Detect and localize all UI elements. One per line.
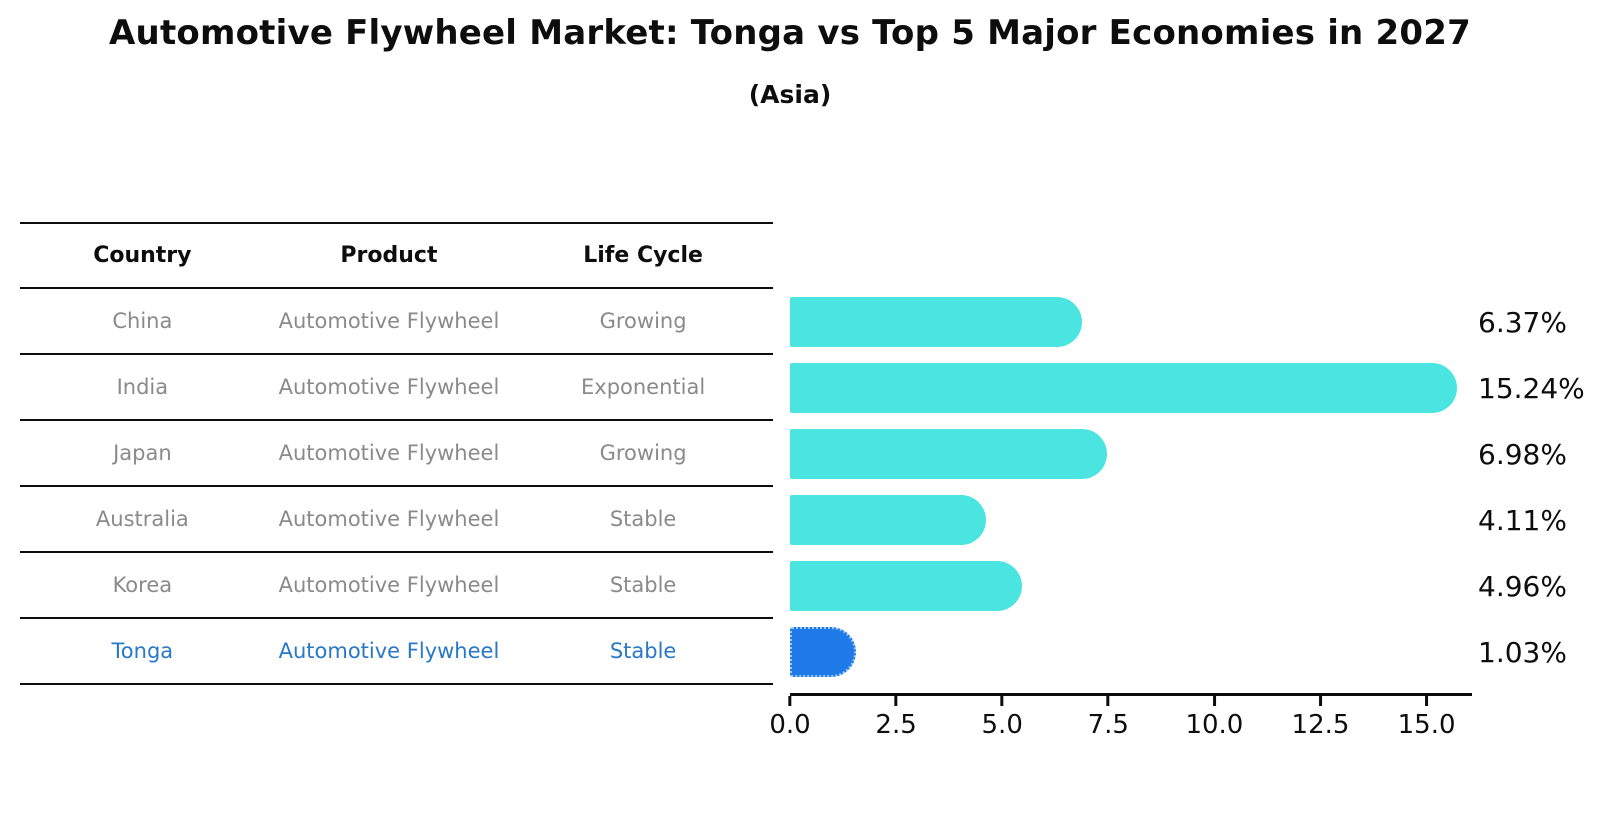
cell-product: Automotive Flywheel (278, 507, 500, 531)
bar-india (790, 363, 1457, 413)
bar-row (790, 355, 1470, 421)
tick-mark (1000, 696, 1004, 706)
cell-country: Tonga (111, 639, 174, 663)
x-axis-tick: 10.0 (1185, 696, 1243, 740)
tick-label: 0.0 (769, 710, 811, 740)
bar-china (790, 297, 1082, 347)
bar-row (790, 553, 1470, 619)
cell-product: Automotive Flywheel (278, 573, 500, 597)
x-axis-tick: 7.5 (1088, 696, 1129, 740)
cell-product: Automotive Flywheel (278, 639, 500, 663)
bar-plot-area (790, 289, 1470, 685)
column-header-country: Country (93, 243, 192, 268)
bar-row (790, 289, 1470, 355)
bar-row (790, 487, 1470, 553)
value-label-india: 15.24% (1478, 371, 1585, 405)
value-label-japan: 6.98% (1478, 437, 1567, 471)
chart-title: Automotive Flywheel Market: Tonga vs Top… (109, 13, 1471, 53)
tick-label: 5.0 (981, 710, 1023, 740)
bar-australia (790, 495, 986, 545)
tick-mark (1425, 696, 1429, 706)
tick-label: 12.5 (1291, 710, 1350, 740)
x-axis-tick: 15.0 (1398, 696, 1456, 740)
bar-korea (790, 561, 1022, 611)
x-axis-tick: 12.5 (1291, 696, 1350, 740)
cell-life-cycle: Growing (599, 441, 687, 465)
table-header-row: Country Product Life Cycle (20, 224, 773, 289)
table-row-tonga: Tonga Automotive Flywheel Stable (20, 619, 773, 685)
tick-mark (1106, 696, 1110, 706)
tick-label: 2.5 (875, 710, 917, 740)
cell-life-cycle: Growing (599, 309, 687, 333)
x-axis-tick: 0.0 (769, 696, 811, 740)
table-row: Australia Automotive Flywheel Stable (20, 487, 773, 553)
value-label-tonga: 1.03% (1478, 635, 1567, 669)
bar-japan (790, 429, 1108, 479)
tick-label: 15.0 (1397, 710, 1456, 740)
value-label-china: 6.37% (1478, 305, 1567, 339)
tick-label: 10.0 (1185, 710, 1244, 740)
cell-country: Japan (113, 441, 172, 465)
tick-mark (1318, 696, 1322, 706)
chart-subtitle: (Asia) (748, 80, 832, 109)
cell-life-cycle: Stable (609, 639, 677, 663)
cell-country: Korea (112, 573, 173, 597)
bar-tonga (790, 627, 856, 677)
value-label-column: 6.37% 15.24% 6.98% 4.11% 4.96% 1.03% (1478, 289, 1604, 685)
column-header-product: Product (340, 243, 438, 268)
table-row: Japan Automotive Flywheel Growing (20, 421, 773, 487)
tick-mark (1212, 696, 1216, 706)
x-axis-tick: 5.0 (982, 696, 1023, 740)
bar-row (790, 619, 1470, 685)
cell-country: Australia (95, 507, 189, 531)
cell-country: China (112, 309, 173, 333)
tick-label: 7.5 (1087, 710, 1129, 740)
cell-product: Automotive Flywheel (278, 375, 500, 399)
tick-mark (894, 696, 898, 706)
value-label-australia: 4.11% (1478, 503, 1567, 537)
x-axis: 0.0 2.5 5.0 7.5 10.0 12.5 15.0 (769, 693, 1472, 740)
value-label-korea: 4.96% (1478, 569, 1567, 603)
cell-product: Automotive Flywheel (278, 309, 500, 333)
cell-life-cycle: Exponential (581, 375, 706, 399)
cell-country: India (116, 375, 169, 399)
tick-mark (788, 696, 792, 706)
country-table: Country Product Life Cycle China Automot… (20, 222, 773, 685)
x-axis-tick: 2.5 (875, 696, 917, 740)
bar-row (790, 421, 1470, 487)
column-header-life-cycle: Life Cycle (583, 243, 703, 268)
table-row: China Automotive Flywheel Growing (20, 289, 773, 355)
cell-life-cycle: Stable (609, 507, 677, 531)
cell-life-cycle: Stable (609, 573, 677, 597)
table-row: Korea Automotive Flywheel Stable (20, 553, 773, 619)
table-row: India Automotive Flywheel Exponential (20, 355, 773, 421)
cell-product: Automotive Flywheel (278, 441, 500, 465)
